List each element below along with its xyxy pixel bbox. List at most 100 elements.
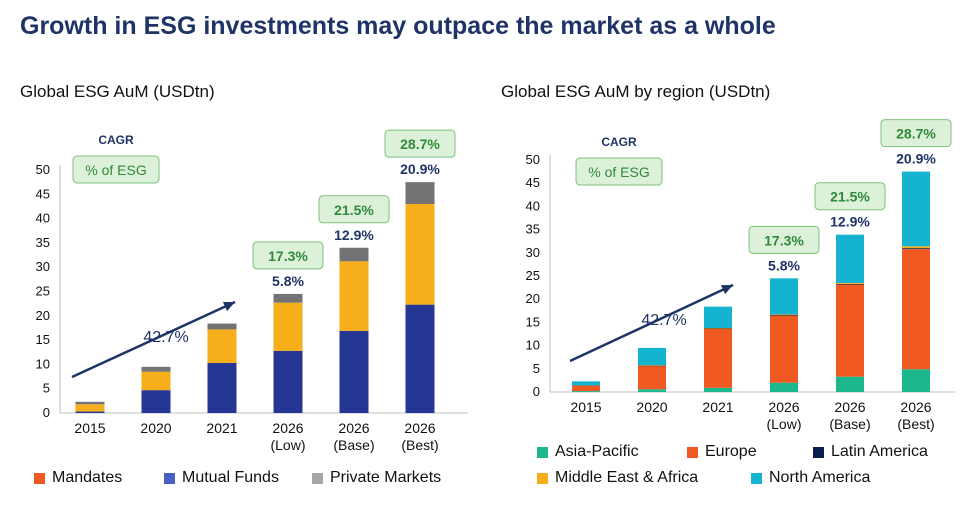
page-title: Growth in ESG investments may outpace th…	[20, 12, 776, 40]
left-bar-mandates	[339, 261, 369, 331]
right-x-tick-label: 2021	[702, 399, 733, 415]
left-y-tick-label: 25	[36, 284, 50, 299]
right-pct-of-esg-badge	[575, 157, 663, 186]
left-bar-mutual_funds	[207, 362, 237, 413]
left-y-tick-label: 10	[36, 356, 50, 371]
right-trend-label: 42.7%	[641, 312, 686, 329]
right-x-tick-label: 2020	[636, 399, 667, 415]
right-y-tick-label: 30	[526, 245, 540, 260]
right-legend-swatch	[687, 446, 698, 458]
left-legend-label: Private Markets	[330, 469, 442, 486]
right-legend-item: Latin America	[813, 443, 928, 461]
right-cagr-header: CAGR	[601, 135, 637, 149]
left-bar-mandates	[273, 302, 303, 351]
left-y-tick-label: 5	[43, 381, 50, 396]
left-trend-arrow	[71, 300, 236, 379]
left-pct-badge	[318, 195, 390, 224]
right-legend-swatch	[537, 446, 548, 458]
left-pct-badge	[252, 241, 324, 270]
left-bar-private_markets	[273, 293, 303, 303]
right-bar-europe	[704, 328, 732, 388]
left-x-tick-label: 2015	[74, 420, 105, 436]
right-trend-arrowhead	[720, 285, 733, 295]
right-y-tick-label: 40	[526, 198, 540, 213]
left-bar-mutual_funds	[405, 304, 435, 413]
right-legend-item: Asia-Pacific	[537, 443, 639, 461]
right-bar-asia_pacific	[770, 382, 798, 392]
left-pct-of-esg-badge	[72, 155, 160, 184]
left-bar-private_markets	[75, 401, 105, 405]
left-cagr-value: 20.9%	[400, 161, 440, 177]
left-x-tick-label: (Low)	[270, 437, 305, 453]
right-bar-asia_pacific	[836, 376, 864, 392]
right-x-tick-label: (Base)	[829, 416, 870, 432]
right-bar-north_america	[572, 381, 600, 386]
left-bar-mandates	[141, 371, 171, 391]
left-y-tick-label: 35	[36, 235, 50, 250]
right-trend-arrow	[569, 283, 734, 363]
right-bar-europe	[770, 315, 798, 383]
left-legend-swatch	[312, 472, 323, 484]
right-bar-latin_america	[638, 365, 666, 367]
left-pct-of-esg-label: % of ESG	[85, 162, 146, 178]
left-legend-label: Mutual Funds	[182, 469, 279, 486]
left-bar-mandates	[405, 204, 435, 305]
right-bar-mea	[638, 365, 666, 366]
right-pct-of-esg-value: 28.7%	[896, 126, 936, 142]
right-y-tick-label: 50	[526, 152, 540, 167]
right-x-tick-label: (Best)	[897, 416, 934, 432]
right-y-tick-label: 35	[526, 222, 540, 237]
right-bar-north_america	[704, 306, 732, 328]
right-bar-europe	[902, 249, 930, 370]
right-pct-of-esg-value: 21.5%	[830, 189, 870, 205]
right-bar-latin_america	[902, 248, 930, 250]
left-x-tick-label: 2026	[338, 420, 369, 436]
left-legend-swatch	[34, 472, 45, 484]
right-bar-asia_pacific	[638, 389, 666, 392]
left-y-tick-label: 15	[36, 332, 50, 347]
right-bar-asia_pacific	[902, 369, 930, 392]
right-bar-europe	[836, 284, 864, 377]
left-cagr-header: CAGR	[98, 133, 134, 147]
right-bar-mea	[770, 314, 798, 316]
left-cagr-value: 12.9%	[334, 227, 374, 243]
left-bar-mandates	[75, 404, 105, 412]
left-pct-of-esg-value: 21.5%	[334, 202, 374, 218]
right-legend-label: Middle East & Africa	[555, 469, 699, 486]
left-cagr-value: 5.8%	[272, 273, 304, 289]
right-bar-north_america	[638, 347, 666, 366]
right-x-tick-label: 2026	[900, 399, 931, 415]
right-bar-north_america	[836, 234, 864, 283]
right-cagr-value: 5.8%	[768, 257, 800, 273]
left-y-tick-label: 30	[36, 259, 50, 274]
right-bar-latin_america	[770, 314, 798, 316]
left-bar-mutual_funds	[75, 411, 105, 413]
left-y-tick-label: 40	[36, 211, 50, 226]
right-legend-swatch	[813, 446, 824, 458]
left-bar-private_markets	[339, 247, 369, 262]
right-y-tick-label: 10	[526, 338, 540, 353]
left-bar-mandates	[207, 329, 237, 363]
left-legend-label: Mandates	[52, 469, 123, 486]
right-y-tick-label: 25	[526, 268, 540, 283]
right-legend-label: North America	[769, 469, 871, 486]
right-legend-item: North America	[751, 469, 870, 487]
left-bar-mutual_funds	[141, 390, 171, 413]
right-chart-legend: Asia-Pacific Europe Latin America Middle Ea…	[537, 443, 957, 493]
right-legend-swatch	[751, 472, 762, 484]
right-pct-of-esg-value: 17.3%	[764, 232, 804, 248]
left-bar-mutual_funds	[339, 330, 369, 413]
left-x-tick-label: (Best)	[401, 437, 438, 453]
right-bar-asia_pacific	[572, 391, 600, 392]
right-y-tick-label: 15	[526, 314, 540, 329]
right-bar-mea	[902, 246, 930, 249]
left-y-tick-label: 20	[36, 308, 50, 323]
right-cagr-value: 20.9%	[896, 151, 936, 167]
left-y-tick-label: 50	[36, 162, 50, 177]
right-bar-asia_pacific	[704, 387, 732, 392]
left-legend-item: Private Markets	[312, 469, 441, 487]
right-bar-north_america	[902, 171, 930, 247]
right-bar-europe	[572, 385, 600, 392]
right-legend-swatch	[537, 472, 548, 484]
right-pct-badge	[748, 225, 820, 254]
